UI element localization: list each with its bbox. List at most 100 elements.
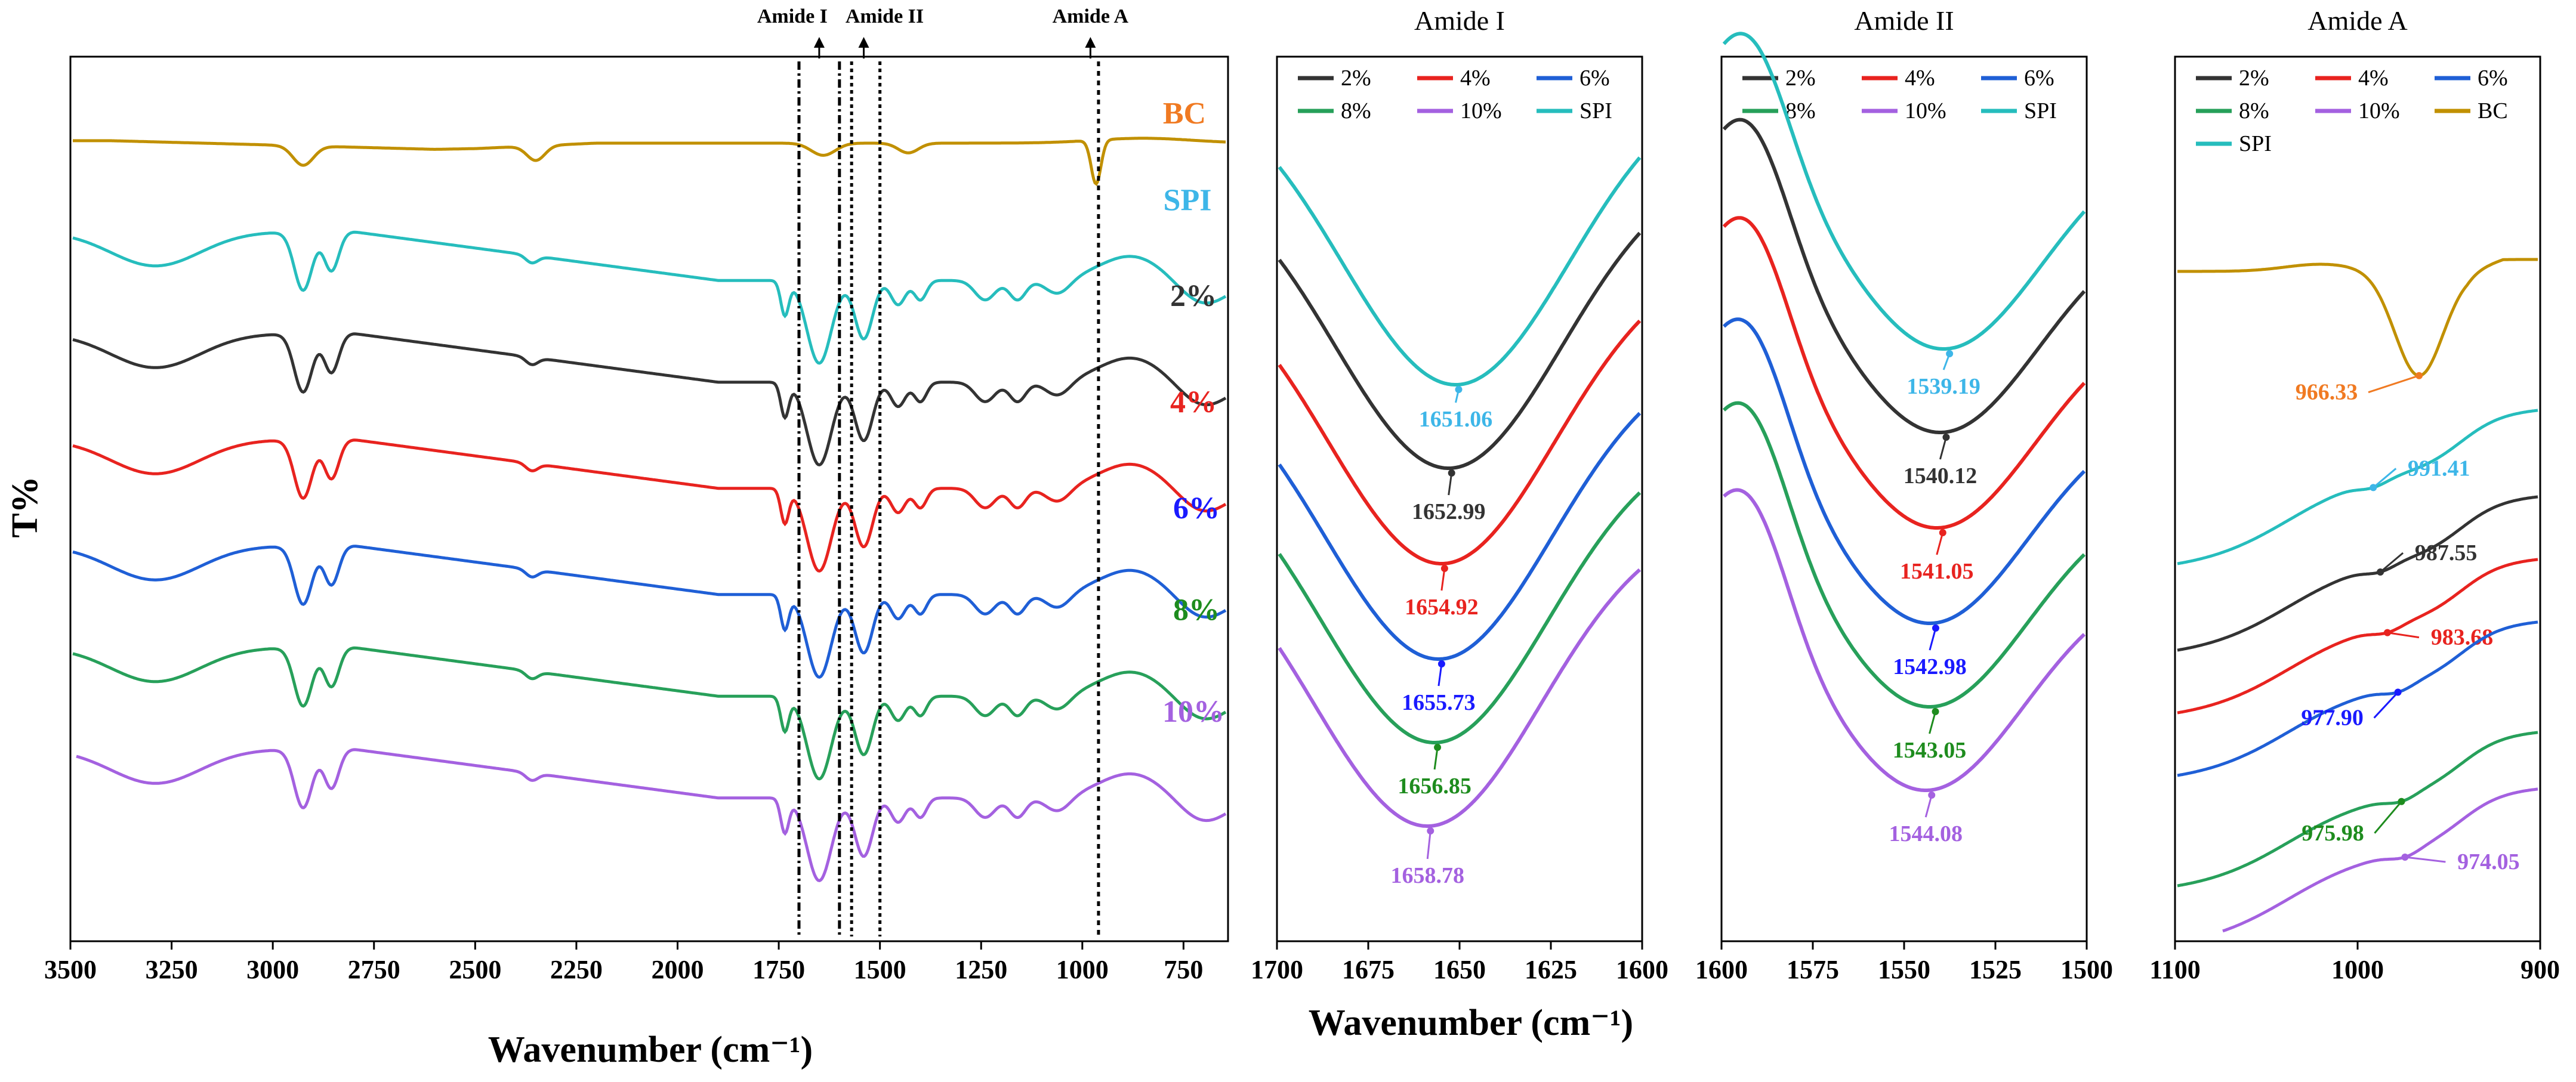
amide-ii-x-tick-label: 1525	[1969, 955, 2022, 984]
amide-i-legend-label-10pct: 10%	[1460, 98, 1502, 123]
amide-i-legend-label-6pct: 6%	[1579, 66, 1610, 91]
amide-i-series-spi	[1278, 156, 1642, 387]
amide-a-annotation-arrow-head-4pct	[2383, 629, 2391, 636]
series-label-2pct: 2%	[1170, 279, 1217, 313]
amide-i-annotation-2pct: 1652.99	[1412, 499, 1486, 524]
amide-ii-annotation-spi: 1539.19	[1906, 374, 1980, 399]
amide-i-x-tick-label: 1600	[1616, 955, 1668, 984]
amide-a-annotation-arrow-head-2pct	[2377, 568, 2384, 576]
amide-ii-annotation-8pct: 1543.05	[1893, 738, 1967, 763]
amide-ii-annotation-arrow-6pct	[1929, 627, 1937, 651]
amide-ii-plot-frame	[1720, 55, 2088, 942]
amide-i-series-2pct	[1278, 231, 1642, 470]
amide-ii-x-tick-label: 1550	[1878, 955, 1930, 984]
amide-ii-annotation-arrow-head-spi	[1946, 350, 1954, 357]
amide-ii-series-spi	[1722, 32, 2086, 351]
amide-a-annotation-6pct: 977.90	[2301, 706, 2364, 731]
amide-ii-annotation-2pct: 1540.12	[1904, 463, 1977, 489]
full-x-tick-label: 1250	[955, 955, 1007, 984]
amide-i-annotation-arrow-head-8pct	[1434, 744, 1442, 751]
amide-i-series-8pct	[1278, 491, 1642, 744]
band-marker-arrow-head	[858, 37, 869, 48]
amide-a-annotation-arrow-head-spi	[2370, 484, 2377, 491]
amide-ii-annotation-arrow-head-8pct	[1932, 708, 1939, 715]
amide-ii-series-10pct	[1723, 488, 2086, 792]
amide-a-annotation-arrow-10pct	[2405, 856, 2446, 863]
amide-ii-annotation-arrow-8pct	[1929, 711, 1936, 734]
amide-ii-annotation-4pct: 1541.05	[1900, 559, 1974, 584]
amide-a-annotation-arrow-head-8pct	[2398, 797, 2405, 805]
amide-ii-annotation-6pct: 1542.98	[1893, 654, 1967, 679]
amide-a-legend-label-6pct: 6%	[2478, 66, 2508, 91]
amide-a-legend-label-bc: BC	[2478, 98, 2508, 123]
amide-a-legend-label-spi: SPI	[2239, 131, 2272, 156]
amide-ii-x-tick-label: 1575	[1787, 955, 1839, 984]
full-x-tick-label: 3000	[246, 955, 299, 984]
amide-a-x-tick-label: 900	[2521, 955, 2560, 984]
amide-ii-series-6pct	[1722, 317, 2086, 625]
full-series-2pct	[72, 332, 1227, 466]
amide-i-annotation-10pct: 1658.78	[1391, 863, 1465, 888]
amide-a-legend-label-2pct: 2%	[2239, 66, 2269, 91]
amide-a-annotation-8pct: 975.98	[2302, 821, 2364, 846]
amide-i-annotation-arrow-head-4pct	[1440, 565, 1448, 572]
amide-ii-annotation-arrow-head-4pct	[1939, 529, 1946, 536]
full-series-bc	[73, 137, 1226, 186]
band-marker-label: Amide II	[846, 5, 924, 27]
full-spectrum-plot-frame	[69, 55, 1229, 942]
amide-ii-legend-label-6pct: 6%	[2024, 66, 2054, 91]
y-axis-title: T%	[5, 476, 45, 537]
amide-a-annotation-arrow-2pct	[2380, 552, 2404, 573]
amide-ii-series-4pct	[1722, 216, 2086, 530]
amide-a-annotation-10pct: 974.05	[2457, 849, 2520, 874]
x-axis-title-inset: Wavenumber (cm⁻¹)	[1309, 1003, 1633, 1043]
amide-i-x-tick-label: 1700	[1251, 955, 1303, 984]
amide-a-x-tick-label: 1000	[2331, 955, 2384, 984]
band-marker-label: Amide A	[1053, 5, 1129, 27]
full-series-10pct	[76, 748, 1227, 883]
full-x-tick-label: 750	[1164, 955, 1203, 984]
amide-i-annotation-arrow-4pct	[1440, 568, 1446, 591]
band-marker-label: Amide I	[757, 5, 828, 27]
full-x-tick-label: 3250	[146, 955, 198, 984]
amide-i-annotation-arrow-2pct	[1448, 472, 1453, 496]
amide-i-legend-label-4pct: 4%	[1460, 66, 1491, 91]
full-x-tick-label: 2500	[449, 955, 501, 984]
amide-a-annotation-arrow-8pct	[2374, 800, 2402, 834]
amide-a-annotation-arrow-head-10pct	[2401, 853, 2409, 861]
full-series-6pct	[72, 545, 1227, 679]
amide-i-x-tick-label: 1650	[1433, 955, 1486, 984]
amide-a-series-bc	[2177, 258, 2538, 378]
amide-i-annotation-8pct: 1656.85	[1397, 774, 1471, 799]
amide-i-series-6pct	[1278, 412, 1642, 661]
amide-ii-annotation-arrow-2pct	[1939, 437, 1947, 460]
amide-ii-legend-label-spi: SPI	[2024, 98, 2057, 123]
amide-i-annotation-arrow-head-spi	[1455, 386, 1463, 393]
amide-a-series-8pct	[2177, 731, 2538, 888]
amide-ii-legend-label-8pct: 8%	[1785, 98, 1816, 123]
amide-a-legend-label-8pct: 8%	[2239, 98, 2269, 123]
amide-ii-annotation-arrow-10pct	[1924, 795, 1933, 818]
full-x-tick-label: 2750	[348, 955, 400, 984]
amide-a-annotation-2pct: 987.55	[2415, 540, 2478, 565]
amide-ii-annotation-10pct: 1544.08	[1889, 821, 1963, 846]
amide-a-x-tick-label: 1100	[2149, 955, 2201, 984]
amide-i-annotation-arrow-10pct	[1426, 830, 1432, 860]
amide-ii-annotation-arrow-head-2pct	[1942, 434, 1950, 441]
amide-ii-annotation-arrow-4pct	[1936, 532, 1944, 555]
full-x-tick-label: 3500	[44, 955, 97, 984]
amide-ii-annotation-arrow-head-6pct	[1932, 625, 1939, 632]
amide-i-annotation-spi: 1651.06	[1419, 407, 1493, 432]
full-series-spi	[72, 230, 1227, 365]
amide-i-legend-label-spi: SPI	[1579, 98, 1612, 123]
amide-i-annotation-arrow-head-2pct	[1448, 469, 1455, 477]
amide-a-annotation-spi: 991.41	[2408, 456, 2470, 481]
amide-i-annotation-arrow-6pct	[1437, 663, 1443, 687]
amide-ii-legend-label-2pct: 2%	[1785, 66, 1816, 91]
amide-a-series-2pct	[2177, 495, 2538, 652]
amide-ii-title: Amide II	[1854, 5, 1954, 36]
amide-a-annotation-arrow-4pct	[2387, 632, 2420, 639]
amide-a-series-6pct	[2177, 620, 2538, 777]
band-marker-arrow-head	[1085, 37, 1096, 48]
amide-ii-x-tick-label: 1600	[1695, 955, 1748, 984]
